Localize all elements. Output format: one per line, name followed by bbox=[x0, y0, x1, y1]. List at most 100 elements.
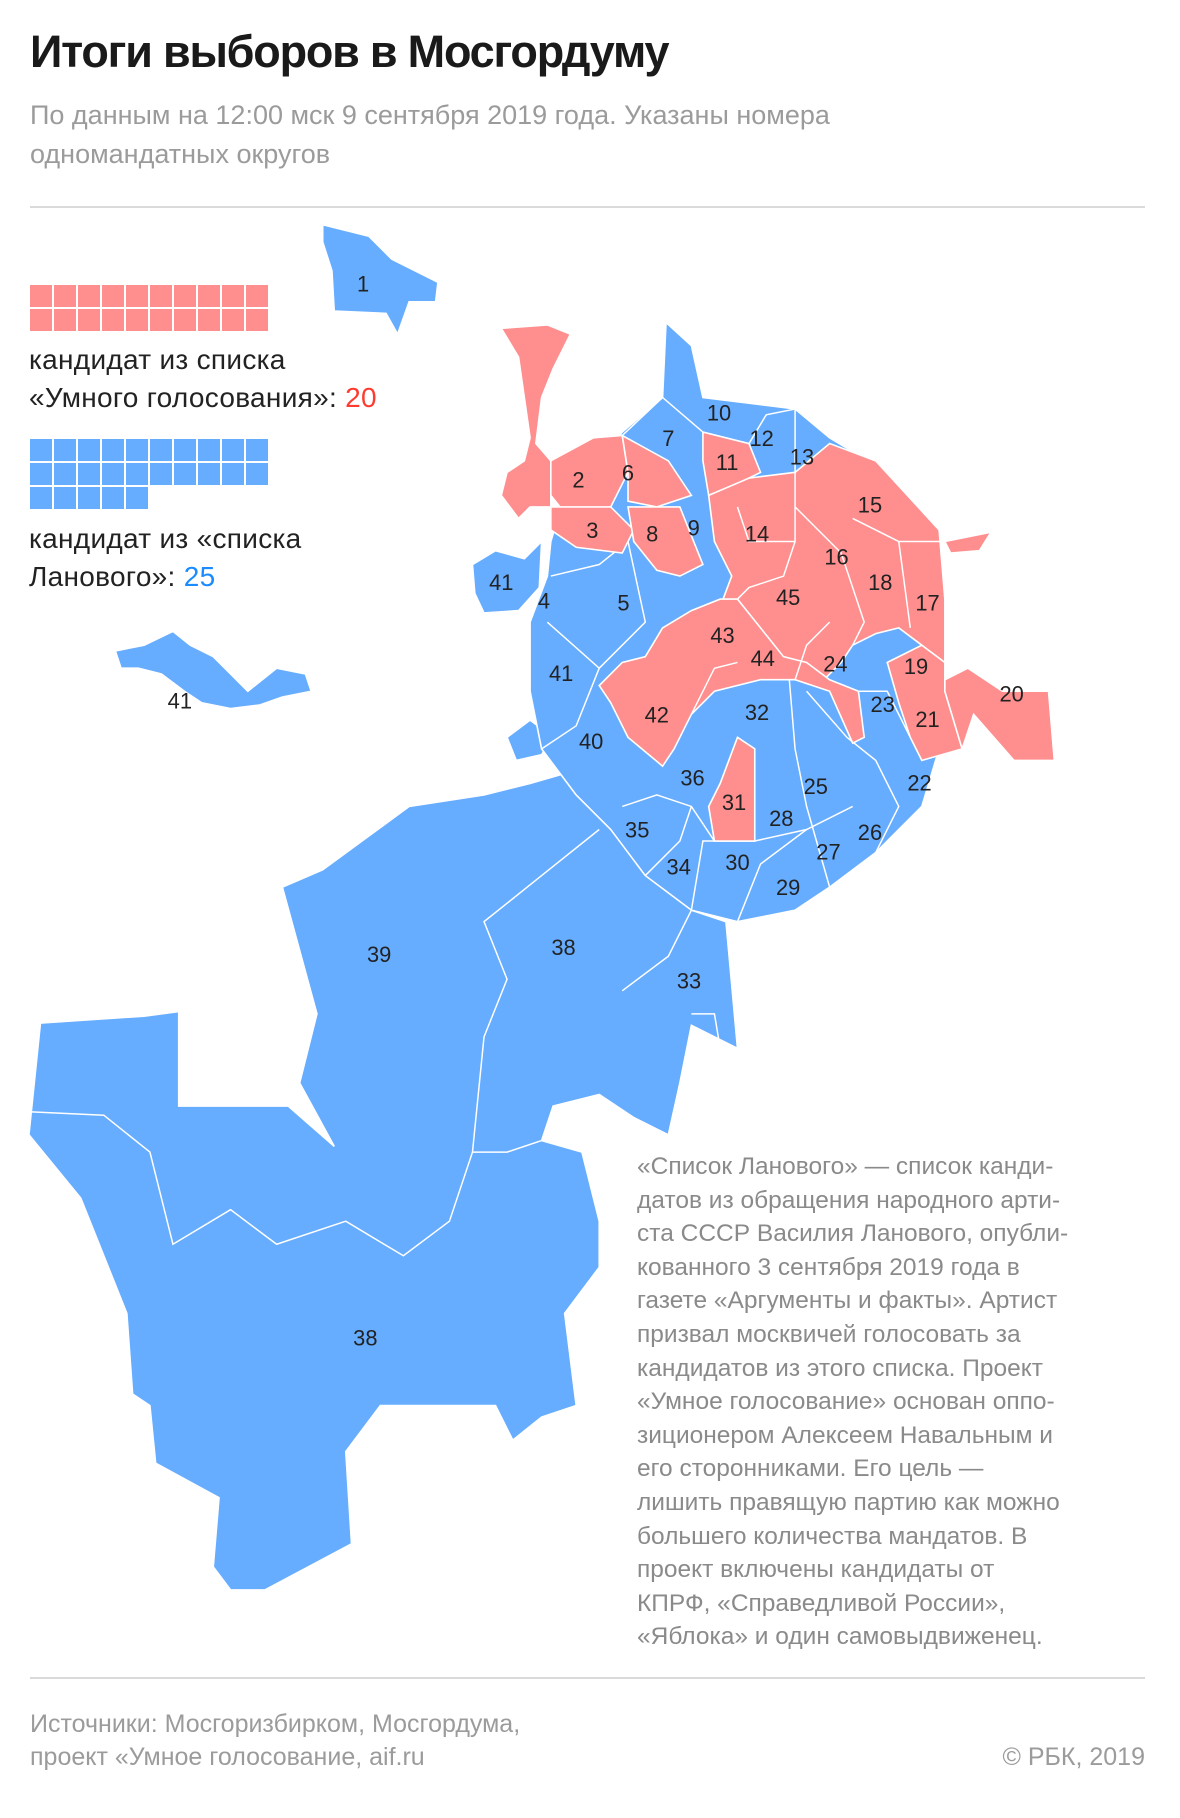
district-label: 45 bbox=[776, 585, 800, 610]
district-label: 14 bbox=[745, 522, 769, 547]
lanovoy-count: 25 bbox=[183, 561, 216, 592]
district-label: 6 bbox=[622, 460, 634, 485]
district-3 bbox=[550, 506, 635, 554]
seat-cell bbox=[102, 439, 124, 461]
seat-cell bbox=[78, 439, 100, 461]
note-line: большего количества мандатов. В bbox=[637, 1522, 1028, 1550]
district-41-exclave bbox=[114, 630, 313, 710]
note-line: газете «Аргументы и факты». Артист bbox=[637, 1287, 1058, 1315]
district-38-39-area bbox=[28, 771, 739, 1591]
legend-label: кандидат из «списка bbox=[29, 523, 302, 554]
district-border bbox=[28, 828, 600, 1257]
seat-cell bbox=[174, 285, 196, 307]
district-label: 43 bbox=[710, 623, 734, 648]
district-label: 9 bbox=[688, 516, 700, 541]
note-line: кандидатов из этого списка. Проект bbox=[637, 1354, 1043, 1382]
seat-cell bbox=[54, 285, 76, 307]
seat-cell bbox=[198, 309, 220, 331]
seat-cell bbox=[78, 285, 100, 307]
district-border bbox=[788, 679, 831, 888]
district-label: 23 bbox=[870, 692, 894, 717]
seat-cell bbox=[78, 487, 100, 509]
note-line: проект включены кандидаты от bbox=[637, 1556, 995, 1584]
district-20 bbox=[944, 667, 1056, 762]
district-31 bbox=[707, 736, 756, 842]
district-label: 44 bbox=[751, 646, 775, 671]
seat-cell bbox=[54, 487, 76, 509]
district-41-exclave bbox=[471, 539, 543, 614]
seat-cell bbox=[198, 463, 220, 485]
district-border bbox=[622, 794, 716, 842]
seat-cell bbox=[174, 439, 196, 461]
seat-cell bbox=[222, 463, 244, 485]
district-border bbox=[621, 909, 693, 992]
legend-smart-voting: кандидат из списка «Умного голосования»:… bbox=[29, 341, 377, 417]
smart-voting-count: 20 bbox=[345, 382, 377, 413]
district-8 bbox=[627, 506, 704, 577]
district-label: 32 bbox=[745, 700, 769, 725]
district-border bbox=[794, 621, 831, 680]
district-label: 39 bbox=[367, 942, 391, 967]
note-line: его сторонниками. Его цель — bbox=[637, 1455, 984, 1483]
sources-line: проект «Умное голосование, aif.ru bbox=[30, 1743, 425, 1771]
seat-cell bbox=[246, 309, 268, 331]
district-label: 8 bbox=[646, 522, 658, 547]
district-label: 21 bbox=[915, 707, 939, 732]
seat-cell bbox=[126, 487, 148, 509]
district-border bbox=[690, 661, 738, 715]
explanatory-note: «Список Ланового» — список канди-датов и… bbox=[637, 1150, 1177, 1654]
district-label: 7 bbox=[662, 426, 674, 451]
seat-cell bbox=[102, 463, 124, 485]
seat-cell bbox=[30, 285, 52, 307]
subtitle-line: одномандатных округов bbox=[30, 139, 331, 169]
district-label: 36 bbox=[680, 766, 704, 791]
seat-cell bbox=[102, 285, 124, 307]
seat-cell bbox=[126, 439, 148, 461]
seat-cell bbox=[78, 309, 100, 331]
sources: Источники: Мосгоризбирком, Мосгордума, п… bbox=[30, 1708, 520, 1774]
district-label: 28 bbox=[769, 806, 793, 831]
page-title: Итоги выборов в Мосгордуму bbox=[30, 26, 670, 77]
lanovoy-seat-grid bbox=[30, 439, 268, 509]
seat-cell bbox=[126, 285, 148, 307]
copyright: © РБК, 2019 bbox=[1002, 1743, 1145, 1771]
district-border bbox=[621, 396, 704, 437]
district-2 bbox=[550, 434, 629, 514]
district-label: 34 bbox=[667, 854, 691, 879]
seat-cell bbox=[246, 439, 268, 461]
district-border bbox=[736, 472, 796, 600]
seat-cell bbox=[54, 309, 76, 331]
note-line: зиционером Алексеем Навальным и bbox=[637, 1421, 1053, 1449]
bottom-divider bbox=[30, 1677, 1145, 1679]
district-border bbox=[644, 806, 693, 877]
seat-cell bbox=[102, 309, 124, 331]
smart-voting-seat-grid bbox=[30, 285, 268, 331]
district-border bbox=[736, 506, 796, 543]
seat-cell bbox=[222, 285, 244, 307]
seat-cell bbox=[150, 285, 172, 307]
note-line: ста СССР Василия Ланового, опубли- bbox=[637, 1220, 1069, 1248]
district-label: 42 bbox=[645, 702, 669, 727]
seat-cell bbox=[78, 463, 100, 485]
district-border bbox=[898, 541, 912, 628]
seat-cell bbox=[222, 309, 244, 331]
district-label: 17 bbox=[915, 591, 939, 616]
note-line: КПРФ, «Справедливой России», bbox=[637, 1589, 1006, 1617]
district-label: 1 bbox=[357, 271, 369, 296]
district-label: 26 bbox=[858, 820, 882, 845]
district-label: 27 bbox=[816, 839, 840, 864]
note-line: «Список Ланового» — список канди- bbox=[637, 1153, 1054, 1180]
seat-cell bbox=[246, 463, 268, 485]
subtitle-line: По данным на 12:00 мск 9 сентября 2019 г… bbox=[30, 100, 830, 130]
seat-cell bbox=[246, 285, 268, 307]
legend-label: кандидат из списка bbox=[29, 344, 286, 375]
seat-cell bbox=[174, 463, 196, 485]
note-line: «Умное голосование» основан оппо- bbox=[637, 1388, 1055, 1416]
seat-cell bbox=[30, 439, 52, 461]
district-border bbox=[748, 408, 796, 473]
legend-label: «Умного голосования»: bbox=[29, 382, 346, 413]
district-border bbox=[691, 1013, 721, 1049]
district-label: 24 bbox=[823, 652, 847, 677]
sources-line: Источники: Мосгоризбирком, Мосгордума, bbox=[30, 1710, 521, 1738]
